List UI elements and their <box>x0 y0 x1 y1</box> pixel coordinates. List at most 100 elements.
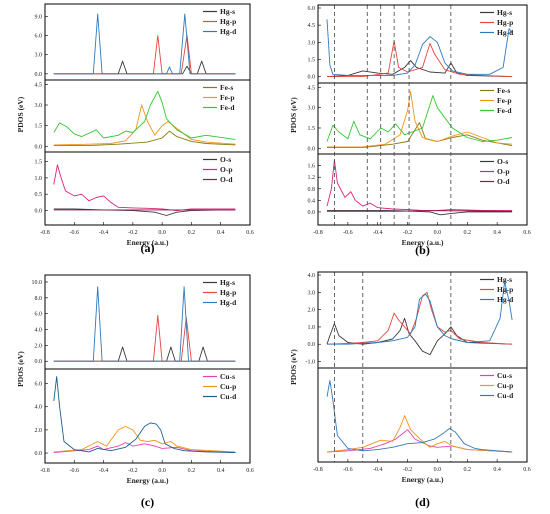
legend-entry: Hg-s <box>220 7 235 16</box>
panel-c: 0.0 2.0 4.0 6.0 8.0 10.0 Hg-sHg-pHg-d 0.0 2.0 4.0… <box>16 274 254 509</box>
series-line-hg-s <box>53 60 236 75</box>
legend-entry: Hg-s <box>497 8 512 17</box>
series-line-cu-d <box>53 376 236 453</box>
series-line-hg-p <box>53 314 236 362</box>
legend-entry: Fe-s <box>497 86 510 95</box>
panel-a: 0.0 3.0 6.0 9.0 Hg-sHg-pHg-d 0.0 1.5 3.0 4.5 Fe-s… <box>16 3 254 255</box>
y-tick-label: 0.0 <box>308 146 316 152</box>
series-line-hg-p <box>327 40 513 78</box>
series-line-o-p <box>326 159 513 211</box>
series-line-cu-p <box>326 415 513 453</box>
series-line-hg-s <box>326 317 513 356</box>
y-tick-label: 2.0 <box>35 428 43 434</box>
legend-entry: Fe-d <box>497 106 512 115</box>
legend-entry: Hg-s <box>220 278 235 287</box>
plot-frame <box>44 3 251 226</box>
y-tick-label: 0.0 <box>35 451 43 457</box>
y-tick-label: 6.0 <box>35 382 43 388</box>
legend-entry: Hg-p <box>497 18 513 27</box>
y-tick-label: 0.0 <box>308 342 316 348</box>
y-tick-label: 6.0 <box>35 312 43 318</box>
x-tick-label: 0.2 <box>464 467 472 473</box>
subplot-1: 0.0 3.0 6.0 9.0 Hg-sHg-pHg-d <box>35 7 238 78</box>
legend-entry: Fe-p <box>220 93 235 102</box>
x-tick-label: 0.0 <box>434 230 442 236</box>
legend-entry: Cu-d <box>497 391 514 400</box>
legend: Hg-sHg-pHg-d <box>480 8 514 37</box>
x-tick-label: 0.4 <box>493 230 501 236</box>
series-line-hg-p <box>53 34 236 75</box>
panel-b: 0.0 1.5 3.0 4.5 6.0 Hg-sHg-pHg-d 0.0 1.5 3.0 4.5 F… <box>289 4 531 257</box>
y-tick-label: 2.0 <box>308 308 316 314</box>
y-tick-label: 3.0 <box>308 106 316 112</box>
legend-entry: Fe-s <box>220 83 233 92</box>
x-tick-label: -0.6 <box>70 468 80 474</box>
legend-entry: Hg-p <box>220 288 236 297</box>
y-tick-label: 0.0 <box>35 359 43 365</box>
y-tick-label: 4.5 <box>35 82 43 88</box>
x-axis-label: Energy (a.u.) <box>127 476 169 485</box>
x-axis-label: Energy (a.u.) <box>402 238 444 247</box>
y-tick-label: 0.0 <box>308 210 316 216</box>
y-tick-label: 4.5 <box>308 85 316 91</box>
x-tick-label: -0.8 <box>40 230 50 236</box>
subplot-3: 0.0 0.5 1.0 1.5 O-sO-pO-d <box>35 155 236 216</box>
subplot-1: -1.0 0.0 1.0 2.0 3.0 4.0 Hg-sHg-pHg-d <box>306 273 515 366</box>
x-tick-label: -0.4 <box>373 467 383 473</box>
series-line-hg-d <box>326 19 513 76</box>
series-line-fe-s <box>53 130 236 147</box>
x-tick-label: -0.4 <box>99 230 109 236</box>
y-tick-label: 0.0 <box>308 75 316 81</box>
series-line-hg-d <box>53 13 236 75</box>
legend-entry: Hg-d <box>220 298 237 307</box>
legend: O-sO-pO-d <box>203 155 233 184</box>
y-tick-label: 6.0 <box>308 6 316 12</box>
y-axis-label: PDOS (eV) <box>289 97 298 133</box>
x-tick-label: 0.4 <box>217 230 225 236</box>
series-line-fe-d <box>326 95 513 142</box>
y-tick-label: 0.0 <box>35 209 43 215</box>
legend-entry: O-d <box>497 177 510 186</box>
series-line-fe-d <box>53 90 236 140</box>
x-tick-label: 0.2 <box>464 230 472 236</box>
subplot-2: 0.0 1.5 3.0 4.5 Fe-sFe-pFe-d <box>35 82 236 150</box>
y-axis-label: PDOS (eV) <box>16 351 25 387</box>
subplot-2: 0.0 1.5 3.0 4.5 Fe-sFe-pFe-d <box>308 85 513 152</box>
x-tick-label: 0.0 <box>434 467 442 473</box>
series-line-o-s <box>327 209 513 216</box>
subplot-1: 0.0 2.0 4.0 6.0 8.0 10.0 Hg-sHg-pHg-d <box>32 278 238 365</box>
y-tick-label: 1.2 <box>308 175 316 181</box>
series-line-cu-d <box>326 379 513 453</box>
y-tick-label: 0.8 <box>308 187 316 193</box>
y-tick-label: 10.0 <box>32 280 43 286</box>
series-line-hg-d <box>327 281 513 345</box>
y-tick-label: 4.0 <box>35 328 43 334</box>
series-line-hg-d <box>53 286 236 362</box>
legend: Hg-sHg-pHg-d <box>480 275 514 304</box>
legend-entry: Cu-s <box>497 371 512 380</box>
legend-entry: Hg-d <box>497 295 514 304</box>
legend-entry: Hg-s <box>497 275 512 284</box>
x-tick-label: -0.8 <box>313 230 323 236</box>
legend: Cu-sCu-pCu-d <box>480 371 514 400</box>
legend-entry: Hg-p <box>220 17 236 26</box>
x-tick-label: -0.8 <box>40 468 50 474</box>
y-tick-label: 2.0 <box>35 343 43 349</box>
subplot-2: Cu-sCu-pCu-d <box>326 371 514 453</box>
x-tick-label: -0.2 <box>128 230 138 236</box>
legend: Cu-sCu-pCu-d <box>203 372 237 401</box>
x-tick-label: -0.4 <box>99 468 109 474</box>
y-tick-label: -1.0 <box>306 360 316 366</box>
legend-entry: Hg-d <box>220 27 237 36</box>
panel-label: (a) <box>141 241 155 255</box>
y-tick-label: 1.5 <box>35 160 43 166</box>
y-tick-label: 3.0 <box>308 40 316 46</box>
y-tick-label: 4.5 <box>308 23 316 29</box>
y-tick-label: 6.0 <box>35 34 43 40</box>
legend: Hg-sHg-pHg-d <box>203 278 237 307</box>
x-tick-label: 0.6 <box>246 468 254 474</box>
legend: Fe-sFe-pFe-d <box>203 83 235 112</box>
x-tick-label: -0.2 <box>403 230 413 236</box>
y-tick-label: 3.0 <box>35 53 43 59</box>
